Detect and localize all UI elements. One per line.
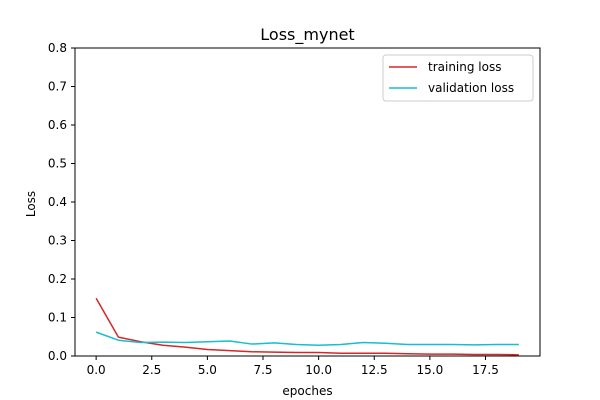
x-tick-label: 10.0 bbox=[305, 363, 332, 377]
chart-title: Loss_mynet bbox=[260, 25, 354, 45]
y-tick-label: 0.2 bbox=[48, 272, 67, 286]
y-tick-label: 0.5 bbox=[48, 157, 67, 171]
legend-box bbox=[382, 54, 534, 102]
x-tick-label: 17.5 bbox=[472, 363, 499, 377]
x-tick-label: 2.5 bbox=[142, 363, 161, 377]
x-tick-label: 0.0 bbox=[87, 363, 106, 377]
y-tick-label: 0.1 bbox=[48, 311, 67, 325]
legend-label: training loss bbox=[428, 60, 501, 74]
y-tick-label: 0.3 bbox=[48, 234, 67, 248]
y-tick-label: 0.6 bbox=[48, 118, 67, 132]
series-line-training-loss bbox=[95, 297, 519, 356]
x-tick-label: 12.5 bbox=[361, 363, 388, 377]
y-tick-label: 0.0 bbox=[48, 349, 67, 363]
legend-label: validation loss bbox=[428, 81, 514, 95]
y-tick-label: 0.8 bbox=[48, 41, 67, 55]
x-tick-label: 5.0 bbox=[198, 363, 217, 377]
series-line-validation-loss bbox=[95, 331, 519, 346]
x-tick-label: 15.0 bbox=[417, 363, 444, 377]
x-axis-label: epoches bbox=[282, 384, 332, 398]
x-tick-label: 7.5 bbox=[253, 363, 272, 377]
y-tick-label: 0.4 bbox=[48, 195, 67, 209]
y-tick-label: 0.7 bbox=[48, 80, 67, 94]
y-axis-label: Loss bbox=[24, 191, 38, 217]
